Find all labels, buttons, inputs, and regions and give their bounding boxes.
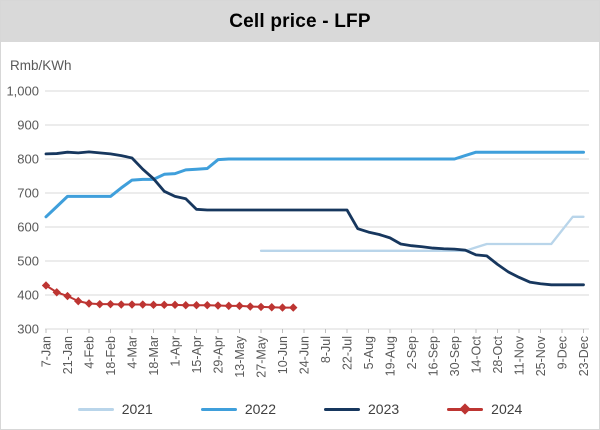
marker-diamond-2024	[267, 303, 276, 312]
marker-diamond-2024	[63, 291, 72, 301]
chart-title: Cell price - LFP	[1, 1, 599, 42]
x-tick-label: 7-Jan	[40, 336, 54, 367]
marker-diamond-2024	[160, 300, 169, 310]
y-tick-label: 900	[17, 118, 39, 133]
legend-swatch-2021	[77, 407, 114, 411]
marker-diamond-2024	[84, 299, 94, 308]
x-tick-label: 11-Nov	[513, 335, 527, 375]
marker-diamond-2024	[256, 302, 266, 312]
marker-diamond-2024	[41, 281, 51, 290]
marker-diamond-2024	[74, 296, 83, 306]
marker-diamond-2024	[52, 288, 61, 297]
marker-diamond-2024	[181, 301, 190, 310]
legend-swatch-2022	[200, 407, 237, 411]
y-tick-label: 1,000	[6, 84, 39, 99]
marker-diamond-2024	[106, 299, 115, 309]
series-line-2021	[259, 215, 585, 252]
marker-diamond-2024	[278, 303, 287, 312]
series-line-2022	[44, 150, 585, 219]
x-tick-label: 10-Jun	[276, 336, 290, 374]
x-tick-label: 14-Oct	[470, 335, 484, 373]
legend: 2021 2022 2023 2024	[1, 396, 599, 422]
y-tick-label: 500	[17, 254, 39, 269]
x-tick-label: 28-Oct	[491, 335, 505, 373]
legend-item-2021: 2021	[77, 401, 153, 417]
x-tick-label: 1-Apr	[169, 336, 183, 367]
marker-diamond-2024	[289, 303, 298, 312]
x-tick-label: 4-Feb	[83, 336, 97, 369]
y-axis-unit-label: Rmb/KWh	[10, 58, 72, 73]
x-tick-label: 5-Aug	[362, 336, 376, 369]
x-tick-label: 25-Nov	[534, 335, 548, 376]
y-tick-label: 700	[17, 186, 39, 201]
y-tick-label: 800	[17, 152, 39, 167]
x-tick-label: 13-May	[233, 335, 247, 377]
legend-diamond-icon	[459, 403, 471, 415]
legend-item-2022: 2022	[200, 401, 276, 417]
series-line-2024	[45, 284, 295, 309]
x-tick-label: 18-Mar	[147, 336, 161, 376]
marker-diamond-2024	[170, 300, 180, 310]
legend-item-2024: 2024	[447, 401, 522, 417]
x-tick-label: 4-Mar	[126, 336, 140, 369]
marker-diamond-2024	[117, 300, 126, 309]
marker-diamond-2024	[95, 299, 104, 309]
x-tick-label: 22-Jul	[341, 336, 355, 370]
x-tick-label: 27-May	[255, 335, 269, 377]
y-tick-label: 300	[17, 322, 39, 337]
marker-diamond-2024	[127, 300, 137, 309]
x-tick-label: 9-Dec	[556, 336, 570, 369]
marker-diamond-2024	[224, 301, 233, 311]
x-tick-label: 15-Apr	[190, 336, 204, 374]
legend-label: 2022	[244, 401, 276, 417]
legend-swatch-2023	[324, 407, 360, 411]
x-tick-label: 18-Feb	[104, 336, 118, 376]
x-tick-label: 2-Sep	[405, 336, 419, 369]
marker-diamond-2024	[246, 302, 255, 311]
x-tick-label: 24-Jun	[298, 336, 312, 374]
marker-diamond-2024	[213, 301, 223, 310]
marker-diamond-2024	[235, 301, 244, 311]
legend-item-2023: 2023	[324, 401, 399, 417]
x-tick-label: 21-Jan	[61, 336, 75, 374]
marker-diamond-2024	[203, 301, 212, 310]
legend-label: 2024	[491, 401, 523, 417]
marker-diamond-2024	[192, 301, 201, 310]
x-tick-label: 19-Aug	[384, 336, 398, 376]
legend-label: 2021	[121, 401, 153, 417]
x-tick-label: 16-Sep	[427, 336, 441, 376]
x-tick-label: 30-Sep	[448, 336, 462, 376]
x-tick-label: 23-Dec	[577, 336, 591, 376]
series-line-2023	[44, 150, 585, 287]
legend-swatch-2024	[447, 403, 484, 415]
marker-diamond-2024	[149, 300, 158, 310]
y-tick-label: 400	[17, 288, 39, 303]
y-tick-label: 600	[17, 220, 39, 235]
x-tick-label: 8-Jul	[319, 336, 333, 363]
x-tick-label: 29-Apr	[212, 336, 226, 374]
marker-diamond-2024	[138, 300, 147, 309]
legend-label: 2023	[368, 401, 400, 417]
